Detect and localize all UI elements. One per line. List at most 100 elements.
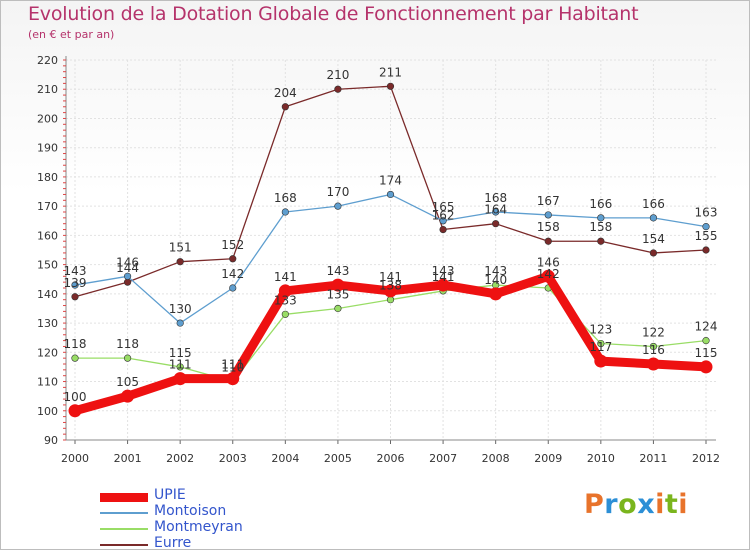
logo-letter: i	[655, 489, 665, 520]
logo-letter: o	[618, 489, 638, 520]
data-point	[176, 258, 184, 266]
y-tick-label: 90	[44, 434, 58, 447]
data-point	[331, 278, 345, 292]
data-label: 146	[537, 255, 560, 269]
data-point	[436, 278, 450, 292]
data-point	[334, 202, 342, 210]
data-label: 138	[379, 279, 402, 293]
data-label: 165	[432, 200, 455, 214]
data-label: 117	[589, 340, 612, 354]
data-label: 164	[484, 203, 507, 217]
x-tick-label: 2012	[692, 452, 720, 465]
legend-swatch	[100, 528, 148, 530]
data-label: 204	[274, 86, 297, 100]
data-label: 170	[326, 185, 349, 199]
data-label: 162	[432, 209, 455, 223]
data-point	[176, 319, 184, 327]
legend-label: UPIE	[154, 487, 186, 503]
x-tick-label: 2003	[219, 452, 247, 465]
legend-label: Montoison	[154, 503, 227, 519]
logo-letter: t	[664, 489, 679, 520]
y-tick-label: 220	[37, 54, 58, 67]
data-point	[439, 217, 447, 225]
y-tick-label: 100	[37, 405, 58, 418]
x-tick-label: 2005	[324, 452, 352, 465]
data-point	[597, 339, 605, 348]
y-tick-label: 170	[37, 200, 58, 213]
data-point	[123, 354, 132, 362]
data-label: 174	[379, 173, 402, 187]
y-tick-label: 190	[37, 142, 58, 155]
data-point	[649, 214, 658, 222]
chart-subtitle: (en € et par an)	[28, 28, 115, 41]
data-label: 163	[695, 206, 718, 220]
data-point	[541, 269, 555, 283]
data-label: 211	[379, 65, 402, 79]
x-tick-label: 2007	[429, 452, 457, 465]
data-point	[489, 287, 503, 301]
data-label: 133	[274, 293, 297, 307]
data-point	[702, 246, 710, 254]
data-label: 151	[169, 241, 192, 255]
data-label: 143	[326, 264, 349, 278]
data-label: 141	[432, 270, 455, 284]
proxiti-logo: Proxiti	[584, 489, 688, 520]
data-label: 143	[64, 264, 87, 278]
x-tick-label: 2006	[377, 452, 405, 465]
data-point	[334, 85, 342, 93]
data-point	[384, 284, 397, 298]
data-label: 142	[221, 267, 244, 281]
x-tick-label: 2002	[166, 452, 194, 465]
data-label: 167	[537, 194, 560, 208]
data-label: 141	[379, 270, 402, 284]
data-point	[597, 214, 605, 222]
data-label: 158	[589, 220, 612, 234]
y-tick-label: 210	[37, 83, 58, 96]
data-point	[278, 284, 292, 298]
data-label: 116	[642, 343, 665, 357]
x-tick-label: 2004	[271, 452, 299, 465]
x-tick-label: 2000	[61, 452, 89, 465]
x-tick-label: 2001	[114, 452, 142, 465]
data-label: 168	[274, 191, 297, 205]
logo-letter: x	[637, 489, 656, 520]
data-point	[173, 372, 187, 386]
data-label: 122	[642, 325, 665, 339]
data-label: 130	[169, 302, 192, 316]
logo-letter: r	[604, 489, 619, 520]
data-point	[229, 284, 237, 292]
data-label: 110	[221, 361, 244, 375]
data-label: 158	[537, 220, 560, 234]
data-point	[699, 360, 713, 374]
data-point	[646, 357, 660, 371]
data-label: 154	[642, 232, 665, 246]
data-point	[71, 281, 79, 289]
data-point	[281, 208, 289, 216]
data-point	[71, 354, 79, 362]
data-label: 168	[484, 191, 507, 205]
legend-label: Montmeyran	[154, 519, 243, 535]
data-point	[226, 372, 240, 386]
data-label: 146	[116, 255, 139, 269]
y-tick-label: 150	[37, 259, 58, 272]
data-label: 141	[274, 270, 297, 284]
x-tick-label: 2008	[482, 452, 510, 465]
data-point	[68, 404, 82, 418]
y-tick-label: 180	[37, 171, 58, 184]
data-label: 142	[537, 267, 560, 281]
y-tick-label: 110	[37, 376, 58, 389]
data-label: 111	[221, 358, 244, 372]
data-point	[544, 237, 552, 245]
x-tick-label: 2010	[587, 452, 615, 465]
data-label: 111	[169, 358, 192, 372]
data-label: 124	[695, 320, 718, 334]
y-tick-label: 140	[37, 288, 58, 301]
data-label: 155	[695, 229, 718, 243]
chart-title: Evolution de la Dotation Globale de Fonc…	[28, 3, 639, 25]
data-point	[492, 208, 500, 216]
data-label: 152	[221, 238, 244, 252]
data-point	[544, 211, 552, 219]
data-point	[334, 304, 342, 313]
data-point	[386, 82, 395, 90]
